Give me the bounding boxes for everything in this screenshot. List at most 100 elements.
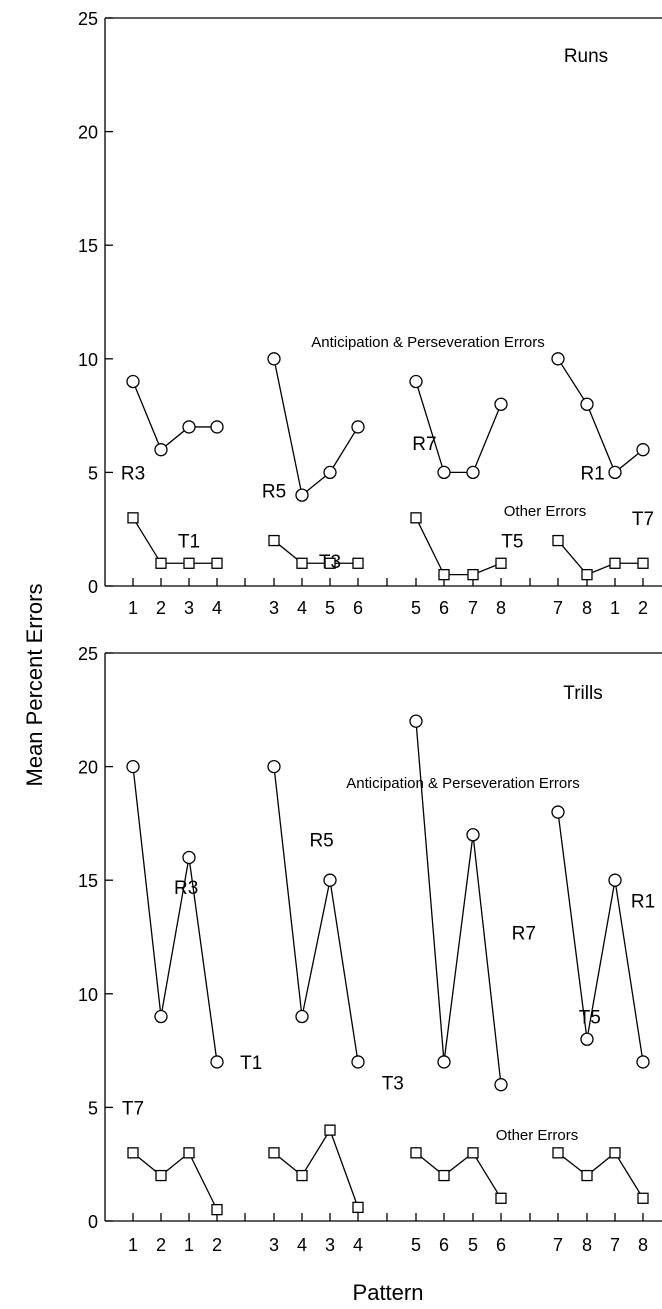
ant-pers-series-line [132, 766, 218, 1063]
ant-pers-point [323, 465, 337, 480]
ant-pers-point [494, 1078, 508, 1092]
other-errors-series-line [415, 1151, 502, 1199]
other-errors-series-line [415, 517, 502, 576]
other-errors-point [637, 557, 649, 569]
x-tick-label: 6 [439, 1235, 449, 1255]
x-tick-label: 8 [496, 598, 506, 618]
other-errors-series-line [273, 540, 358, 564]
annotation-label: R1 [631, 892, 655, 913]
other-errors-series-line [273, 1128, 359, 1208]
ant-pers-point [295, 488, 309, 502]
x-tick-label: 3 [269, 598, 279, 618]
annotation-label: T3 [319, 552, 341, 573]
x-tick-label: 6 [496, 1235, 506, 1255]
y-tick-label: 0 [88, 577, 98, 597]
ant-pers-series-line [273, 766, 359, 1063]
annotation-label: R3 [174, 878, 198, 899]
annotation-label: T7 [122, 1098, 144, 1119]
ant-pers-series-line [415, 381, 502, 474]
y-tick-label: 10 [78, 985, 98, 1005]
other-errors-point [324, 557, 336, 569]
ant-pers-point [636, 443, 650, 457]
y-tick-label: 25 [78, 644, 98, 664]
x-tick-label: 5 [325, 598, 335, 618]
other-errors-point [495, 557, 507, 569]
annotation-label: R1 [580, 463, 604, 484]
y-tick-label: 25 [78, 9, 98, 29]
other-errors-label: Other Errors [504, 503, 587, 520]
x-tick-label: 4 [212, 598, 222, 618]
other-errors-point [352, 1201, 364, 1214]
ant-pers-label: Anticipation & Perseveration Errors [346, 775, 579, 792]
y-tick-label: 5 [88, 1098, 98, 1118]
ant-pers-point [551, 352, 565, 366]
panel-title: Trills [563, 683, 602, 704]
x-tick-label: 5 [411, 1235, 421, 1255]
x-tick-label: 2 [638, 598, 648, 618]
other-errors-point [495, 1192, 507, 1204]
ant-pers-point [636, 1055, 650, 1069]
ant-pers-point [295, 1009, 309, 1024]
ant-pers-point [437, 465, 451, 480]
x-tick-label: 4 [297, 1235, 307, 1255]
other-errors-point [211, 1203, 223, 1216]
other-errors-point [155, 1169, 167, 1182]
ant-pers-point [608, 465, 622, 480]
ant-pers-series-line [557, 358, 644, 474]
other-errors-point [438, 1169, 450, 1182]
ant-pers-series-line [415, 721, 502, 1085]
annotation-label: R5 [262, 482, 286, 503]
y-tick-label: 15 [78, 871, 98, 891]
x-tick-label: 4 [297, 598, 307, 618]
x-tick-label: 5 [411, 598, 421, 618]
other-errors-point [438, 568, 450, 581]
x-tick-label: 1 [128, 598, 138, 618]
ant-pers-point [466, 828, 480, 842]
y-tick-label: 0 [88, 1212, 98, 1232]
other-errors-series-line [557, 1151, 644, 1199]
x-tick-label: 2 [156, 598, 166, 618]
y-axis-title: Mean Percent Errors [22, 584, 47, 787]
annotation-label: R7 [412, 434, 436, 455]
y-tick-label: 20 [78, 758, 98, 778]
other-errors-point [552, 1147, 564, 1159]
ant-pers-point [580, 397, 594, 411]
y-tick-label: 10 [78, 350, 98, 370]
other-errors-point [183, 557, 195, 569]
other-errors-label: Other Errors [496, 1127, 579, 1144]
x-tick-label: 7 [553, 598, 563, 618]
x-tick-label: 4 [353, 1235, 363, 1255]
ant-pers-point [154, 1009, 168, 1024]
ant-pers-point [437, 1055, 451, 1069]
other-errors-point [609, 1147, 621, 1159]
x-tick-label: 1 [610, 598, 620, 618]
annotation-label: T7 [632, 509, 654, 530]
x-tick-label: 6 [439, 598, 449, 618]
ant-pers-point [580, 1032, 594, 1046]
x-tick-label: 2 [156, 1235, 166, 1255]
other-errors-point [609, 557, 621, 569]
ant-pers-point [267, 352, 281, 366]
panel-title: Runs [564, 46, 608, 67]
x-tick-label: 3 [325, 1235, 335, 1255]
other-errors-point [211, 557, 223, 569]
other-errors-point [296, 557, 308, 569]
x-tick-label: 3 [184, 598, 194, 618]
x-tick-label: 8 [582, 1235, 592, 1255]
other-errors-point [268, 1147, 280, 1159]
ant-pers-series-line [132, 381, 217, 451]
ant-pers-point [323, 873, 337, 887]
ant-pers-point [154, 443, 168, 457]
annotation-label: T1 [240, 1053, 262, 1074]
ant-pers-point [466, 465, 480, 480]
x-tick-label: 8 [582, 598, 592, 618]
x-tick-label: 6 [353, 598, 363, 618]
ant-pers-point [210, 420, 224, 434]
ant-pers-point [210, 1055, 224, 1069]
annotation-label: T5 [579, 1008, 601, 1029]
ant-pers-point [126, 374, 140, 389]
other-errors-point [296, 1169, 308, 1182]
ant-pers-point [409, 714, 423, 728]
other-errors-series-line [132, 1151, 218, 1210]
